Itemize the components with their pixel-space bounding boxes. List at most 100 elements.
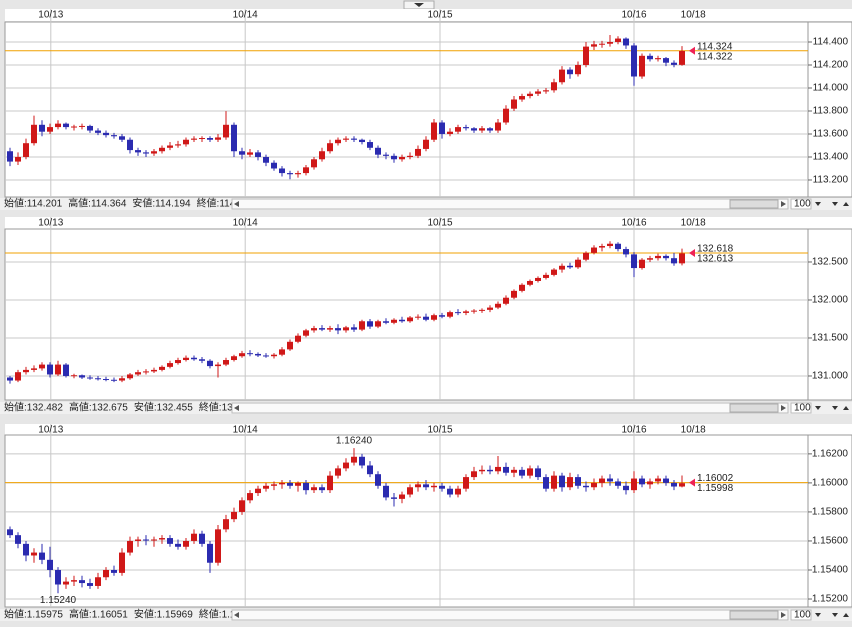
candle-body: [239, 500, 245, 512]
candle-body: [79, 125, 85, 127]
zoom-box[interactable]: [790, 402, 812, 414]
scroll-left[interactable]: [234, 201, 239, 207]
candle-body: [127, 540, 133, 553]
candle-body: [495, 466, 501, 472]
candle-body: [407, 317, 413, 322]
candle-body: [471, 128, 477, 131]
candle-body: [207, 138, 213, 140]
candle-body: [183, 357, 189, 361]
zoom-value: 100: [794, 199, 811, 210]
candle-body: [639, 478, 645, 485]
scrollbar-track[interactable]: [231, 609, 789, 621]
zoom-box[interactable]: [790, 198, 812, 210]
candle-body: [383, 485, 389, 498]
scrollbar-track[interactable]: [231, 198, 789, 210]
candle-body: [367, 321, 373, 327]
candle-body: [383, 154, 389, 156]
candle-body: [223, 124, 229, 138]
zoom-dropdown[interactable]: [815, 406, 821, 410]
candle-body: [519, 469, 525, 476]
status-label: 高値:: [69, 401, 92, 414]
zoom-dropdown[interactable]: [815, 202, 821, 206]
candle-body: [647, 55, 653, 60]
candle-body: [615, 38, 621, 43]
candle-body: [631, 254, 637, 269]
candle-body: [543, 90, 549, 92]
status-label: 安値:: [134, 401, 157, 414]
candle-body: [463, 127, 469, 129]
candle-body: [79, 580, 85, 584]
candle-body: [151, 539, 157, 541]
candle-body: [215, 137, 221, 140]
candle-body: [343, 138, 349, 140]
status-value: 114.364: [91, 199, 127, 210]
candle-body: [359, 456, 365, 466]
candle-body: [591, 247, 597, 253]
zoom-in[interactable]: [843, 406, 849, 410]
candle-body: [495, 122, 501, 131]
zoom-out[interactable]: [832, 202, 838, 206]
candle-body: [511, 99, 517, 109]
candle-body: [671, 258, 677, 264]
candle-body: [583, 46, 589, 66]
candle-body: [511, 290, 517, 298]
scroll-right[interactable]: [781, 201, 786, 207]
candle-body: [23, 543, 29, 556]
status-label: 終値:: [199, 401, 222, 414]
candle-body: [399, 319, 405, 322]
scroll-right[interactable]: [781, 405, 786, 411]
candle-body: [103, 569, 109, 578]
candle-body: [55, 569, 61, 585]
candle-body: [567, 265, 573, 268]
zoom-in[interactable]: [843, 613, 849, 617]
candle-body: [527, 93, 533, 97]
zoom-box[interactable]: [790, 609, 812, 621]
scroll-left[interactable]: [234, 612, 239, 618]
candle-body: [159, 147, 165, 152]
zoom-out[interactable]: [832, 406, 838, 410]
scrollbar-track[interactable]: [231, 402, 789, 414]
candle-body: [375, 321, 381, 327]
candle-body: [599, 246, 605, 248]
bid-marker: [689, 478, 695, 487]
x-tick-label: 10/18: [681, 10, 706, 21]
date-bar: [5, 217, 852, 229]
y-tick-label: 1.16000: [812, 478, 849, 489]
scroll-left[interactable]: [234, 405, 239, 411]
candle-body: [87, 377, 93, 379]
candle-body: [135, 539, 141, 541]
status-label: 始値:: [4, 197, 27, 210]
scrollbar-thumb[interactable]: [729, 610, 779, 620]
candle-body: [175, 543, 181, 547]
candle-body: [231, 511, 237, 520]
candle-body: [143, 539, 149, 541]
zoom-in[interactable]: [843, 202, 849, 206]
candle-body: [415, 148, 421, 156]
zoom-dropdown[interactable]: [815, 613, 821, 617]
candle-body: [351, 456, 357, 463]
candle-body: [663, 255, 669, 259]
candle-body: [655, 255, 661, 259]
candle-body: [47, 364, 53, 375]
scrollbar-thumb[interactable]: [729, 199, 779, 209]
candle-body: [15, 372, 21, 381]
y-tick-label: 114.000: [813, 83, 849, 94]
scrollbar-thumb[interactable]: [729, 403, 779, 413]
candle-body: [303, 330, 309, 336]
candle-body: [71, 580, 77, 582]
y-tick-label: 113.600: [813, 129, 849, 140]
scroll-right[interactable]: [781, 612, 786, 618]
y-tick-label: 131.500: [812, 333, 849, 344]
candle-body: [143, 152, 149, 154]
candle-body: [271, 162, 277, 169]
candle-body: [263, 355, 269, 357]
candle-body: [87, 583, 93, 586]
zoom-out[interactable]: [832, 613, 838, 617]
candle-body: [31, 552, 37, 556]
toolbar-toggle-arrow: [414, 3, 424, 7]
candle-body: [559, 475, 565, 488]
candle-body: [575, 65, 581, 75]
candle-body: [223, 360, 229, 365]
candle-body: [351, 327, 357, 330]
candle-body: [79, 375, 85, 378]
